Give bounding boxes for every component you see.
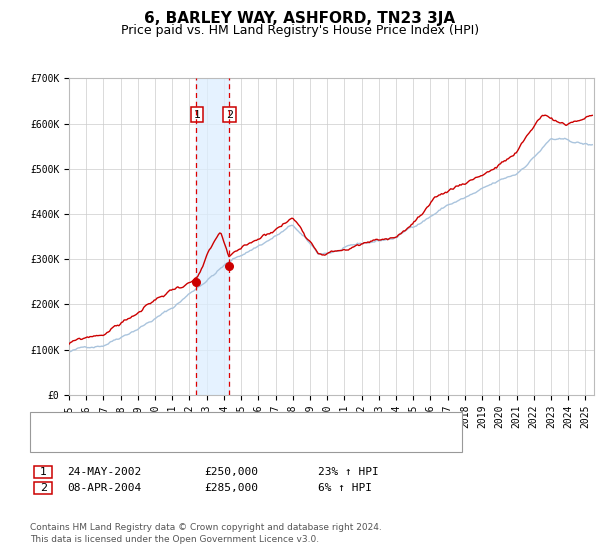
Text: 6% ↑ HPI: 6% ↑ HPI bbox=[318, 483, 372, 493]
Text: ——: —— bbox=[45, 418, 73, 432]
Text: ——: —— bbox=[45, 435, 73, 448]
Text: 2: 2 bbox=[40, 483, 47, 493]
Text: 2: 2 bbox=[226, 110, 233, 120]
Text: 1: 1 bbox=[193, 110, 200, 120]
Text: 23% ↑ HPI: 23% ↑ HPI bbox=[318, 467, 379, 477]
Text: Contains HM Land Registry data © Crown copyright and database right 2024.: Contains HM Land Registry data © Crown c… bbox=[30, 523, 382, 532]
Text: Price paid vs. HM Land Registry's House Price Index (HPI): Price paid vs. HM Land Registry's House … bbox=[121, 24, 479, 37]
Text: £250,000: £250,000 bbox=[204, 467, 258, 477]
Text: 24-MAY-2002: 24-MAY-2002 bbox=[67, 467, 142, 477]
Bar bbox=[196, 78, 229, 395]
Text: This data is licensed under the Open Government Licence v3.0.: This data is licensed under the Open Gov… bbox=[30, 535, 319, 544]
Text: HPI: Average price, detached house, Ashford: HPI: Average price, detached house, Ashf… bbox=[75, 436, 324, 446]
Text: £285,000: £285,000 bbox=[204, 483, 258, 493]
Text: 6, BARLEY WAY, ASHFORD, TN23 3JA (detached house): 6, BARLEY WAY, ASHFORD, TN23 3JA (detach… bbox=[75, 419, 380, 430]
Text: 08-APR-2004: 08-APR-2004 bbox=[67, 483, 142, 493]
Text: 6, BARLEY WAY, ASHFORD, TN23 3JA: 6, BARLEY WAY, ASHFORD, TN23 3JA bbox=[145, 11, 455, 26]
Text: 1: 1 bbox=[40, 467, 47, 477]
